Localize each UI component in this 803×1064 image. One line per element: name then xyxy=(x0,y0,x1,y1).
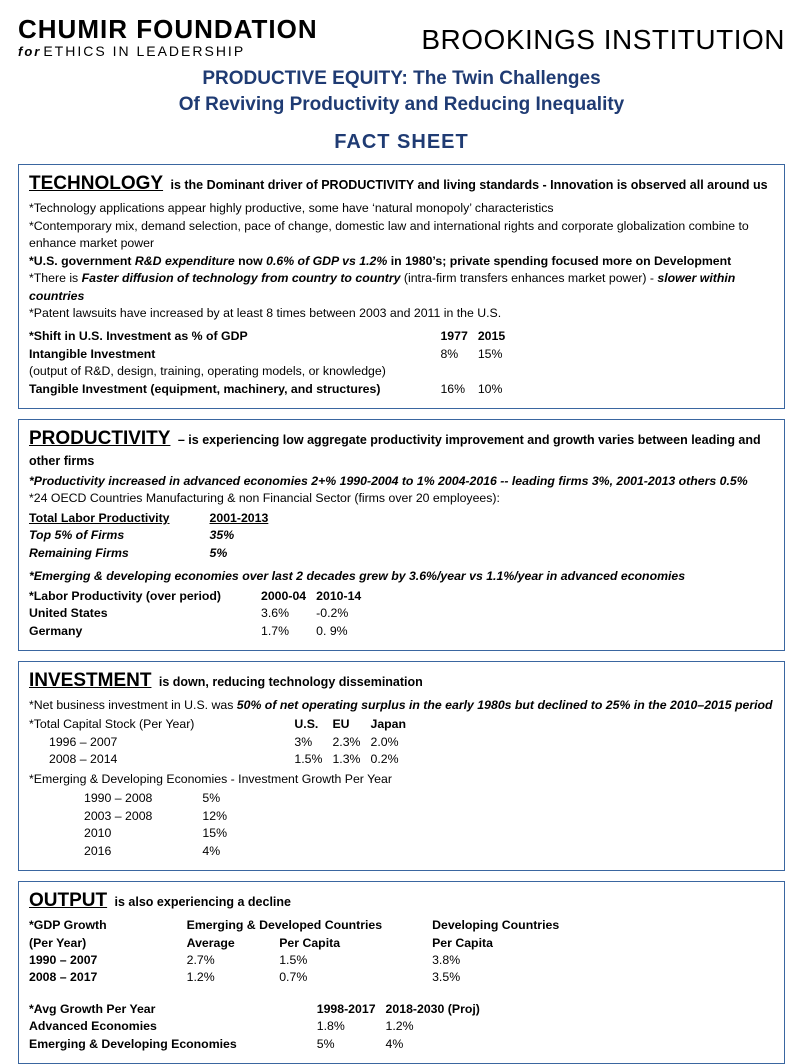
technology-investment-table: *Shift in U.S. Investment as % of GDP 19… xyxy=(29,328,515,398)
investment-capital-stock-table: *Total Capital Stock (Per Year) U.S. EU … xyxy=(29,716,416,768)
output-section: OUTPUT is also experiencing a decline *G… xyxy=(18,881,785,1064)
investment-heading: INVESTMENT xyxy=(29,670,151,691)
technology-section: TECHNOLOGY is the Dominant driver of PRO… xyxy=(18,164,785,409)
technology-bullets: *Technology applications appear highly p… xyxy=(29,200,774,322)
productivity-heading: PRODUCTIVITY xyxy=(29,428,170,449)
brookings-institution-title: BROOKINGS INSTITUTION xyxy=(421,24,785,56)
productivity-country-table: *Labor Productivity (over period) 2000-0… xyxy=(29,588,371,640)
productivity-section: PRODUCTIVITY – is experiencing low aggre… xyxy=(18,419,785,651)
investment-heading-desc: is down, reducing technology disseminati… xyxy=(159,675,423,689)
output-gdp-growth-table: *GDP Growth Emerging & Developed Countri… xyxy=(29,917,569,987)
output-heading-desc: is also experiencing a decline xyxy=(115,895,291,909)
output-avg-growth-table: *Avg Growth Per Year 1998-2017 2018-2030… xyxy=(29,1001,490,1053)
technology-heading-desc: is the Dominant driver of PRODUCTIVITY a… xyxy=(170,178,767,192)
fact-sheet-document: CHUMIR FOUNDATION for ETHICS IN LEADERSHI… xyxy=(0,0,803,1019)
output-heading: OUTPUT xyxy=(29,890,107,911)
page-header: CHUMIR FOUNDATION for ETHICS IN LEADERSHI… xyxy=(18,10,785,60)
investment-section: INVESTMENT is down, reducing technology … xyxy=(18,661,785,871)
productivity-labor-table: Total Labor Productivity 2001-2013 Top 5… xyxy=(29,510,278,562)
document-main-title: PRODUCTIVE EQUITY: The Twin Challenges O… xyxy=(18,66,785,117)
fact-sheet-heading: FACT SHEET xyxy=(18,131,785,154)
investment-emerging-growth-table: 1990 – 2008 5% 2003 – 2008 12% 2010 15% … xyxy=(29,790,237,860)
chumir-foundation-logo: CHUMIR FOUNDATION for ETHICS IN LEADERSHI… xyxy=(18,16,318,58)
technology-heading: TECHNOLOGY xyxy=(29,173,163,194)
